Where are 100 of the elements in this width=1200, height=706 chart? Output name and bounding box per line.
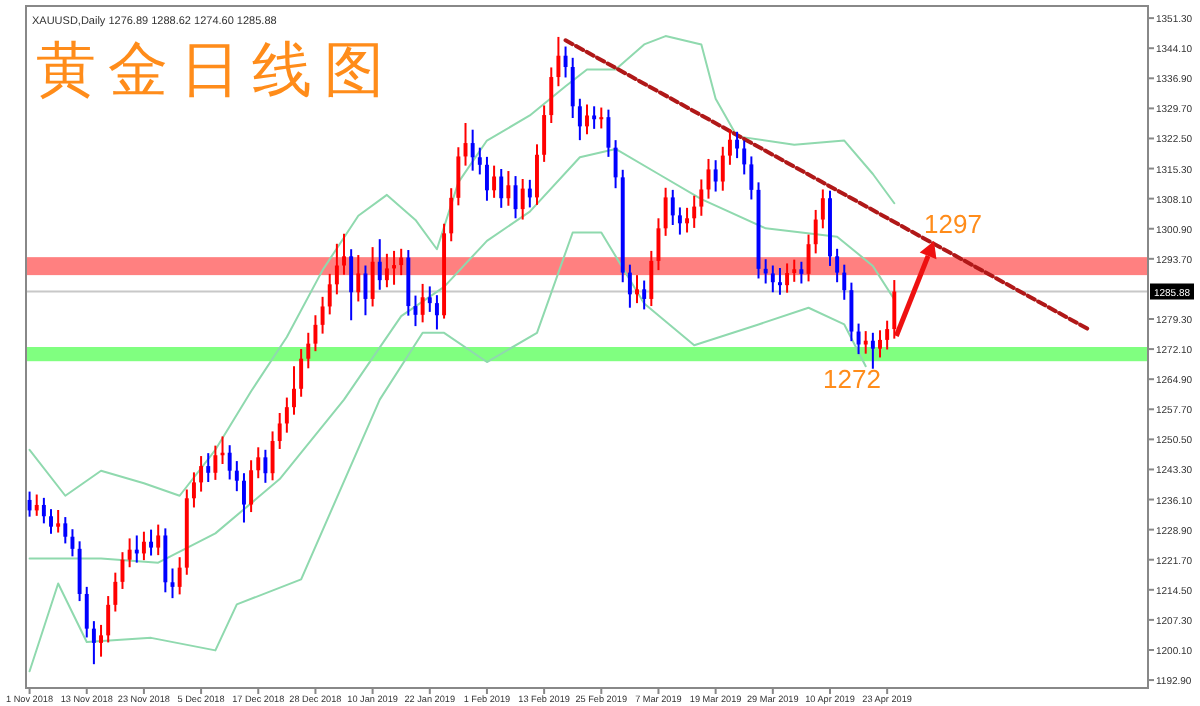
candlestick (106, 595, 111, 644)
text: 黄金日线图 (36, 36, 396, 106)
candlestick (577, 97, 582, 142)
candlestick (556, 35, 561, 88)
candlestick (320, 295, 325, 335)
candlestick (613, 139, 618, 190)
candlestick (770, 264, 775, 294)
annotation: 1297 (924, 209, 982, 240)
candlestick (420, 282, 425, 324)
candlestick (685, 206, 690, 234)
candlestick (434, 294, 439, 331)
candlestick (656, 217, 661, 272)
candlestick (527, 178, 532, 209)
candlestick (456, 146, 461, 207)
candlestick (835, 247, 840, 284)
candlestick (870, 331, 875, 370)
candlestick (41, 496, 46, 525)
candlestick (777, 267, 782, 296)
candlestick (692, 194, 697, 229)
candlestick (49, 508, 53, 535)
candlestick (856, 322, 861, 356)
candlestick (141, 530, 146, 562)
candlestick (677, 206, 682, 236)
candlestick (84, 585, 89, 639)
candlestick (91, 620, 96, 666)
candlestick (606, 108, 611, 158)
candlestick (663, 186, 668, 237)
candlestick (878, 329, 882, 359)
candlestick (806, 233, 811, 283)
candlestick (427, 285, 432, 313)
candlestick (377, 238, 382, 291)
candlestick (813, 208, 818, 255)
candlestick (842, 263, 847, 301)
candlestick (213, 444, 218, 481)
candlestick (720, 145, 725, 192)
candlestick (99, 623, 103, 658)
candlestick (470, 128, 475, 172)
candlestick (785, 262, 790, 294)
candlestick (206, 452, 211, 483)
candlestick (599, 106, 604, 130)
candlestick (306, 331, 311, 370)
candlestick (642, 279, 647, 311)
candlestick (256, 446, 261, 480)
candlestick (156, 523, 161, 557)
candlestick (227, 444, 232, 481)
candlestick (699, 178, 704, 217)
candlestick (649, 249, 654, 308)
candlestick (356, 254, 361, 303)
candlestick (749, 155, 754, 201)
candlestick (127, 537, 132, 569)
candlestick (70, 528, 75, 558)
candlestick (284, 396, 289, 434)
candlestick (163, 527, 168, 594)
candlestick (506, 170, 511, 207)
candlestick (263, 448, 268, 484)
candlestick (849, 281, 854, 343)
candlestick (670, 188, 675, 226)
candlestick (484, 155, 489, 202)
candlestick (735, 130, 740, 160)
candlestick (513, 175, 518, 220)
candlestick (392, 249, 397, 286)
candlestick (270, 430, 275, 482)
candlestick (727, 128, 732, 166)
candlestick (113, 571, 118, 613)
candlestick (363, 264, 368, 317)
candlestick (370, 246, 375, 308)
candlestick (27, 490, 32, 518)
candlestick (477, 146, 482, 176)
candlestick (327, 272, 332, 316)
candlestick (535, 143, 539, 206)
candlestick (292, 365, 296, 416)
candlestick (563, 45, 568, 79)
candlestick (242, 472, 246, 524)
candlestick (313, 314, 318, 353)
candlestick (713, 159, 718, 193)
candlestick (585, 103, 589, 136)
candlestick (820, 188, 825, 230)
candlestick (792, 258, 797, 283)
candlestick (399, 247, 404, 277)
candlestick (799, 260, 804, 285)
candlestick (149, 528, 154, 557)
candlestick (520, 178, 525, 221)
line-series (28, 147, 896, 564)
candlestick (342, 232, 346, 276)
candlestick (549, 66, 554, 125)
candlestick (592, 105, 597, 130)
candlestick (885, 319, 890, 351)
candlestick (349, 248, 354, 322)
candlestick (56, 508, 61, 534)
candlestick (492, 164, 497, 199)
annotation: 1272 (823, 363, 881, 394)
candlestick (199, 455, 204, 493)
candlestick (299, 348, 304, 398)
candlestick (334, 242, 339, 296)
candlestick (177, 556, 182, 596)
candlestick (449, 187, 454, 243)
candlestick (570, 56, 575, 119)
candlestick (249, 459, 254, 514)
line-series (28, 35, 896, 497)
candlestick (277, 412, 282, 450)
